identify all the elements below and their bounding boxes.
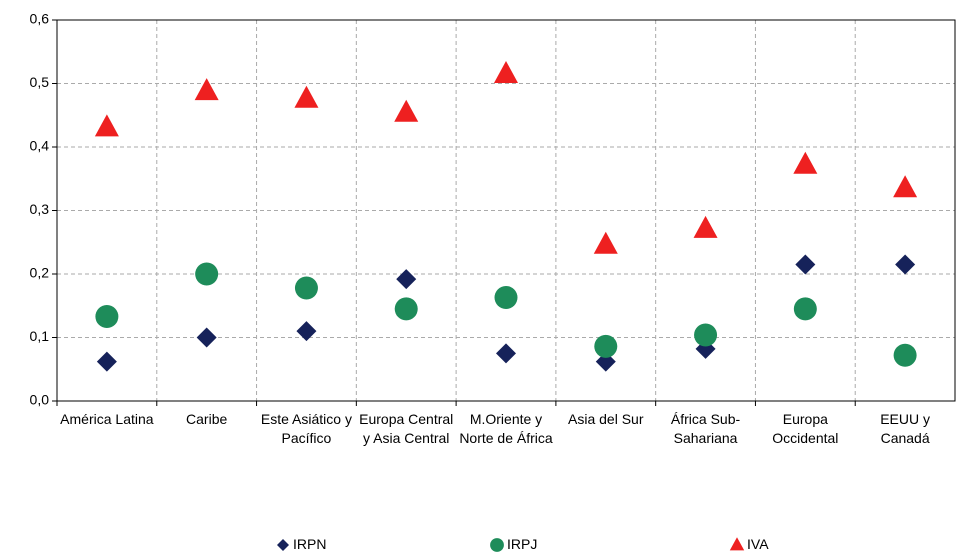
triangle-marker [693, 215, 718, 238]
diamond-marker [277, 539, 289, 551]
legend-label: IVA [747, 536, 769, 552]
x-tick-label: Europa Central y Asia Central [359, 411, 454, 446]
triangle-marker [729, 537, 745, 551]
circle-marker [594, 334, 618, 358]
legend-label: IRPN [293, 536, 327, 552]
circle-marker [490, 538, 504, 552]
y-tick-label: 0,0 [30, 392, 50, 408]
x-tick-label: Asia del Sur [568, 411, 644, 427]
legend-label: IRPJ [507, 536, 538, 552]
triangle-marker [194, 78, 219, 101]
diamond-marker [196, 327, 217, 348]
triangle-marker [593, 231, 618, 254]
triangle-marker [294, 85, 319, 108]
diamond-marker [895, 254, 916, 275]
diamond-marker [396, 269, 417, 290]
circle-marker [95, 305, 119, 329]
triangle-marker [94, 114, 119, 137]
circle-marker [394, 297, 418, 321]
triangle-marker [494, 60, 518, 83]
x-tick-label: América Latina [60, 411, 154, 427]
triangle-marker [394, 99, 419, 122]
y-tick-label: 0,1 [30, 328, 50, 344]
diamond-marker [496, 343, 516, 364]
circle-marker [294, 276, 318, 300]
x-tick-label: EEUU y Canadá [880, 411, 930, 446]
diamond-marker [795, 254, 816, 275]
triangle-marker [893, 175, 918, 198]
y-tick-label: 0,3 [30, 201, 50, 217]
circle-marker [893, 343, 917, 367]
diamond-marker [296, 321, 317, 342]
y-tick-label: 0,5 [30, 74, 50, 90]
circle-marker [195, 262, 219, 286]
plot-border [56, 19, 956, 402]
triangle-marker [793, 151, 818, 174]
x-tick-label: M.Oriente y Norte de África [459, 411, 553, 446]
diamond-marker [96, 351, 117, 372]
x-tick-label: Este Asiático y Pacífico [260, 411, 352, 446]
circle-marker [793, 297, 817, 321]
y-tick-label: 0,4 [30, 138, 50, 154]
circle-marker [694, 323, 718, 347]
y-tick-label: 0,6 [30, 11, 50, 27]
x-tick-label: Europa Occidental [772, 411, 839, 446]
circle-marker [494, 285, 518, 309]
y-tick-label: 0,2 [30, 265, 50, 281]
x-tick-label: África Sub-Sahariana [670, 411, 741, 446]
x-tick-label: Caribe [186, 411, 228, 427]
